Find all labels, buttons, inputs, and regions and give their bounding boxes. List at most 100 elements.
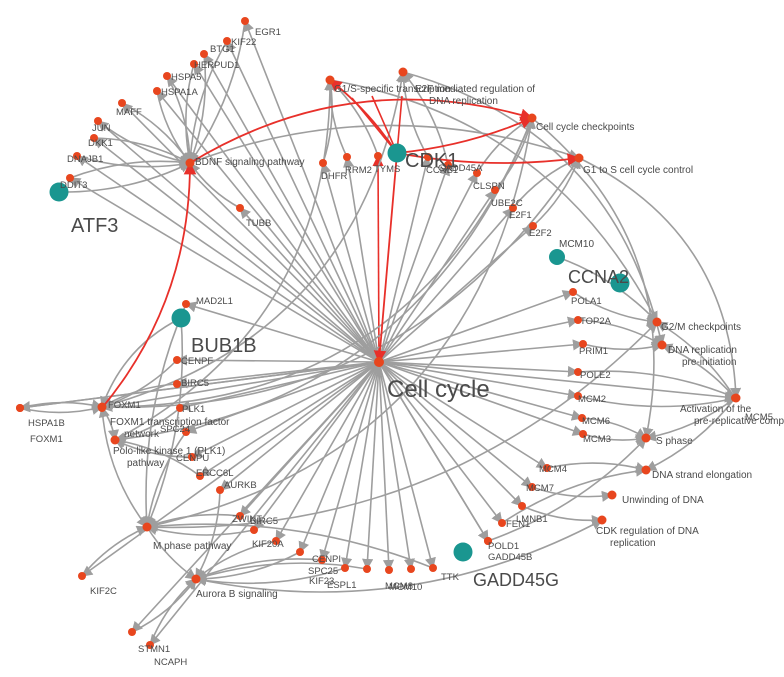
gene-node-espl1[interactable] <box>363 565 371 573</box>
gene-node-e2f1[interactable] <box>509 204 517 212</box>
pathway-node-g2m[interactable] <box>652 317 662 327</box>
gene-node-dhfr[interactable] <box>319 159 327 167</box>
edge-mad2l1-mphase <box>140 303 187 529</box>
gene-node-lmnb1[interactable] <box>518 502 526 510</box>
gene-node-mad2l1[interactable] <box>182 300 190 308</box>
edge-cell-cycle-gadd45a <box>378 163 450 363</box>
hub-node-cdk1[interactable] <box>387 143 407 163</box>
gene-node-egr1[interactable] <box>241 17 249 25</box>
edge-cell-cycle-rrm2 <box>343 155 380 363</box>
gene-node-mcm6[interactable] <box>578 414 586 422</box>
gene-node-mcm8[interactable] <box>407 565 415 573</box>
gene-node-gadd45b[interactable] <box>484 537 492 545</box>
gene-node-rrm2[interactable] <box>343 153 351 161</box>
pathway-node-bdnf[interactable] <box>185 158 195 168</box>
gene-node-spc24[interactable] <box>182 428 190 436</box>
edge-cell-cycle-cenpu <box>191 361 380 458</box>
gene-node-ncaph[interactable] <box>146 641 154 649</box>
pathway-node-cdkreg[interactable] <box>597 515 607 525</box>
hub-node-gadd45g[interactable] <box>453 542 473 562</box>
gene-node-mcm5[interactable] <box>731 394 739 402</box>
pathway-node-checkpoints[interactable] <box>527 113 537 123</box>
gene-label-btg1: BTG1 <box>210 44 235 55</box>
hub-node-cell-cycle[interactable] <box>374 357 384 367</box>
pathway-node-mphase[interactable] <box>142 522 152 532</box>
gene-node-tyms[interactable] <box>374 152 382 160</box>
gene-label-prim1: PRIM1 <box>579 346 608 357</box>
gene-node-ube2c[interactable] <box>491 186 499 194</box>
gene-node-hspa5[interactable] <box>163 72 171 80</box>
gene-label-birc5: BIRC5 <box>181 378 209 389</box>
pathway-node-preinit[interactable] <box>657 340 667 350</box>
gene-label-tubb: TUBB <box>246 218 271 229</box>
gene-node-dnajb1[interactable] <box>73 152 81 160</box>
gene-node-ccnb1[interactable] <box>424 153 432 161</box>
gene-label-egr1: EGR1 <box>255 27 281 38</box>
gene-node-ercc6l[interactable] <box>196 472 204 480</box>
edge-cell-cycle-aurkb <box>219 361 380 491</box>
gene-node-prim1[interactable] <box>579 340 587 348</box>
gene-label-clspn: CLSPN <box>473 181 505 192</box>
gene-node-top2a[interactable] <box>574 316 582 324</box>
gene-node-mcm4[interactable] <box>543 464 551 472</box>
gene-label-ube2c: UBE2C <box>491 198 523 209</box>
hub-node-ccna2[interactable] <box>610 273 630 293</box>
gene-label-kif20a: KIF20A <box>252 539 284 550</box>
gene-node-mcm2[interactable] <box>574 392 582 400</box>
pathway-node-elong[interactable] <box>641 465 651 475</box>
gene-label-cenpi: CENPI <box>312 554 341 565</box>
edge-mcm2-activation <box>577 394 738 408</box>
gene-node-birc5[interactable] <box>173 380 181 388</box>
pathway-node-sphase[interactable] <box>641 433 651 443</box>
hub-node-atf3[interactable] <box>49 182 69 202</box>
gene-node-pole2[interactable] <box>574 368 582 376</box>
gene-node-btg1[interactable] <box>200 50 208 58</box>
gene-node-dkk1[interactable] <box>90 134 98 142</box>
gene-node-spc25[interactable] <box>318 556 326 564</box>
gene-node-herpud1[interactable] <box>190 60 198 68</box>
gene-node-cenpi[interactable] <box>296 548 304 556</box>
gene-node-kif22[interactable] <box>223 37 231 45</box>
gene-node-zwint[interactable] <box>236 512 244 520</box>
edge-ttk-mphase <box>145 520 434 569</box>
edge-cell-cycle-ttk <box>378 361 436 570</box>
pathway-node-plk1_path[interactable] <box>110 435 120 445</box>
gene-label-pole2: POLE2 <box>580 370 611 381</box>
gene-node-birc5b[interactable] <box>250 526 258 534</box>
gene-node-maff[interactable] <box>118 99 126 107</box>
hub-node-bub1b[interactable] <box>171 308 191 328</box>
gene-node-foxm1b[interactable] <box>16 404 24 412</box>
gene-node-gadd45a[interactable] <box>444 161 452 169</box>
gene-node-mcm7[interactable] <box>528 483 536 491</box>
gene-node-jun[interactable] <box>94 117 102 125</box>
gene-node-ttk[interactable] <box>429 564 437 572</box>
gene-node-stmn1[interactable] <box>128 628 136 636</box>
highlight-edge-foxm1-bdnf <box>101 161 197 409</box>
gene-node-tubb[interactable] <box>236 204 244 212</box>
gene-label-mcm2: MCM2 <box>578 394 606 405</box>
pathway-node-g1s_ctrl[interactable] <box>574 153 584 163</box>
gene-node-e2f2[interactable] <box>529 222 537 230</box>
gene-node-mcm3[interactable] <box>579 430 587 438</box>
gene-node-foxm1[interactable] <box>98 404 106 412</box>
gene-node-hspa1a[interactable] <box>153 87 161 95</box>
pathway-node-aurorab[interactable] <box>191 574 201 584</box>
hub-node-mcm10[interactable] <box>549 249 565 265</box>
gene-node-kif20a[interactable] <box>272 537 280 545</box>
gene-node-mcm10b[interactable] <box>385 566 393 574</box>
edge-cell-cycle-mcm5 <box>378 361 737 403</box>
pathway-node-unwind[interactable] <box>607 490 617 500</box>
gene-node-kif23[interactable] <box>341 564 349 572</box>
gene-node-kif2c[interactable] <box>78 572 86 580</box>
gene-node-ddit3[interactable] <box>66 174 74 182</box>
gene-node-plk1[interactable] <box>176 404 184 412</box>
edge-cell-cycle-dhfr <box>320 161 380 363</box>
pathway-node-g1s_tx[interactable] <box>325 75 335 85</box>
gene-node-pola1[interactable] <box>569 288 577 296</box>
pathway-node-e2f[interactable] <box>398 67 408 77</box>
gene-node-cenpu[interactable] <box>188 453 196 461</box>
gene-node-cenpf[interactable] <box>173 356 181 364</box>
gene-node-aurkb[interactable] <box>216 486 224 494</box>
gene-node-clspn[interactable] <box>473 169 481 177</box>
gene-node-fen1[interactable] <box>498 519 506 527</box>
